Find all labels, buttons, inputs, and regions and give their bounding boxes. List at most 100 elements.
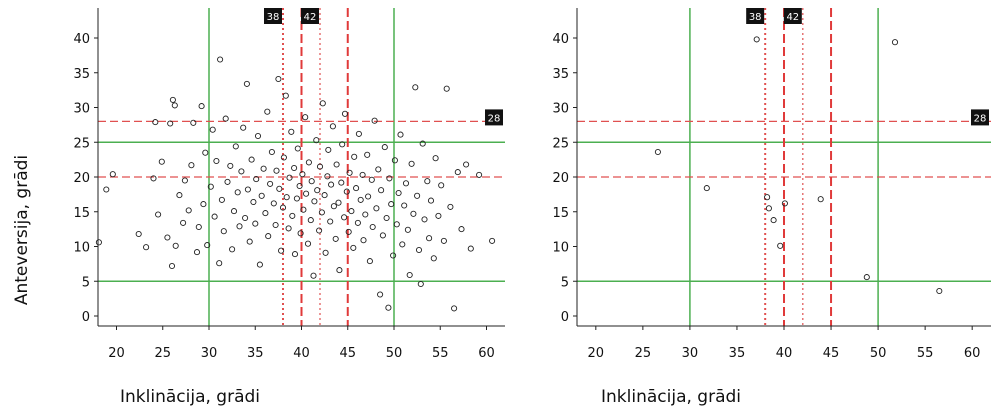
left-data-point [318, 209, 325, 216]
left-data-point [220, 228, 227, 235]
left-x-tick-label: 60 [478, 346, 495, 361]
right-y-value-label-0-box [971, 109, 989, 126]
right-y-ticks: 0 5 10 15 20 25 30 35 40 [552, 32, 577, 325]
left-data-point [288, 128, 295, 135]
left-data-point [246, 238, 253, 245]
right-y-tick-label: 25 [552, 136, 569, 151]
left-data-point [304, 240, 312, 247]
left-data-point [260, 165, 267, 172]
left-data-point [234, 189, 241, 196]
left-data-point [296, 182, 303, 190]
left-data-point [169, 96, 176, 103]
left-data-point [109, 171, 116, 178]
left-data-point [440, 237, 447, 244]
left-data-point [167, 120, 174, 127]
right-data-point [863, 274, 870, 281]
left-data-point [333, 161, 340, 168]
left-data-point [230, 208, 238, 215]
left-data-point [258, 192, 265, 199]
left-data-point [217, 56, 224, 63]
left-data-point [362, 211, 369, 218]
right-data-point [765, 205, 772, 212]
right-x-tick-label: 45 [823, 346, 840, 361]
left-data-point [253, 176, 260, 183]
left-data-point [489, 237, 496, 244]
left-data-point [95, 239, 102, 246]
left-data-point [339, 141, 346, 148]
left-data-point [305, 159, 312, 166]
right-data-point [654, 148, 661, 156]
right-x-tick-label: 25 [635, 346, 652, 361]
left-data-point [319, 100, 326, 107]
right-x-tick-label: 55 [917, 346, 934, 361]
left-data-point [176, 192, 183, 199]
left-data-point [366, 258, 373, 265]
left-data-point [275, 75, 282, 83]
left-x-tick-label: 35 [247, 346, 264, 361]
left-data-point [262, 210, 269, 217]
left-data-point [243, 80, 250, 87]
right-x-value-label-0: 38 [746, 8, 765, 24]
left-data-point [321, 192, 328, 199]
left-data-point [355, 130, 362, 137]
left-data-point [270, 200, 277, 207]
left-data-point [397, 131, 404, 138]
left-data-point [417, 280, 424, 288]
right-data-point [703, 185, 710, 192]
right-data-point [777, 242, 784, 249]
left-data-point [256, 261, 263, 268]
right-data-point [817, 196, 824, 203]
left-data-point [388, 201, 395, 208]
left-data-point [341, 110, 349, 117]
right-x-value-label-1-text: 42 [786, 12, 799, 23]
left-data-point [291, 251, 299, 258]
left-data-point [412, 84, 419, 91]
left-data-point [272, 221, 279, 229]
left-data-point [240, 124, 247, 131]
left-data-point [395, 189, 402, 197]
left-data-point [222, 115, 229, 122]
left-data-point [458, 226, 465, 233]
left-points [95, 56, 496, 312]
left-data-point [289, 212, 296, 219]
right-x-tick-label: 20 [588, 346, 605, 361]
right-y-value-label-0: 28 [971, 109, 989, 126]
left-data-point [302, 114, 309, 121]
right-y-tick-label: 30 [552, 102, 569, 117]
left-data-point [451, 305, 458, 312]
left-data-point [294, 145, 301, 152]
right-data-point [770, 217, 777, 224]
left-data-point [406, 271, 413, 279]
left-data-point [393, 221, 400, 228]
left-data-point [204, 242, 211, 249]
left-data-point [193, 249, 201, 256]
left-data-point [265, 233, 272, 240]
left-data-point [371, 117, 378, 124]
left-x-tick-label: 45 [339, 346, 356, 361]
left-data-point [188, 162, 195, 169]
right-x-ticks: 20 25 30 35 40 45 50 55 60 [588, 326, 980, 361]
right-x-value-label-0-text: 38 [749, 12, 762, 23]
left-data-point [350, 244, 357, 251]
left-data-point [303, 190, 310, 197]
left-data-point [435, 212, 442, 219]
left-data-point [383, 214, 390, 222]
left-data-point [155, 211, 162, 218]
right-reference-lines [577, 8, 991, 326]
left-data-point [168, 262, 176, 270]
left-data-point [364, 151, 371, 158]
left-data-point [250, 198, 257, 206]
left-data-point [216, 260, 223, 267]
left-reference-lines [98, 8, 505, 326]
left-data-point [432, 155, 439, 162]
left-x-ticks: 20 25 30 35 40 45 50 55 60 [108, 326, 495, 361]
left-data-point [252, 220, 259, 227]
left-data-point [322, 249, 329, 256]
left-data-point [357, 196, 364, 203]
right-y-value-label-0-text: 28 [974, 113, 987, 124]
left-data-point [421, 216, 428, 223]
left-data-point [150, 175, 157, 182]
left-data-point [341, 214, 348, 221]
left-data-point [426, 235, 433, 242]
left-data-point [346, 169, 353, 176]
